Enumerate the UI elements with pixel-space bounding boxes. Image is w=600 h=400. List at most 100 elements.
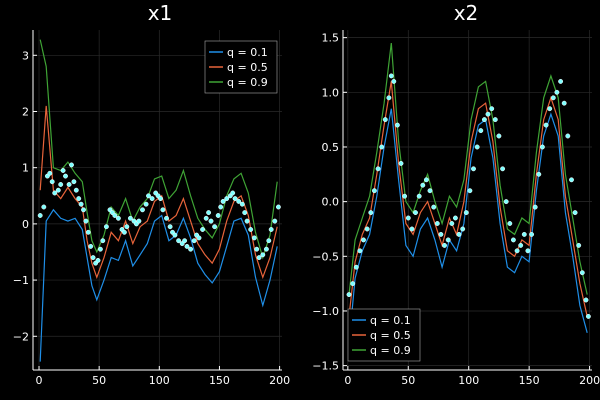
data-point <box>496 133 502 139</box>
axes-x2: 0 50 100 150 200 −1.5 −1.0 −0.5 0.0 0.5 1.0 1.5 <box>312 30 600 387</box>
x-tick-label: 0 <box>36 374 43 387</box>
data-point <box>346 292 352 298</box>
data-point <box>236 198 242 204</box>
data-point <box>37 213 43 218</box>
data-point <box>182 238 188 244</box>
data-point <box>55 187 61 193</box>
x-tick-label: 100 <box>149 374 170 387</box>
data-point <box>371 188 377 194</box>
data-point <box>275 204 281 210</box>
data-point <box>572 210 578 216</box>
data-points-x2 <box>346 73 591 319</box>
data-point <box>463 210 469 216</box>
data-point <box>409 226 415 232</box>
data-point <box>167 224 173 230</box>
legend-label-q01: q = 0.1 <box>227 46 268 59</box>
data-point <box>73 187 79 193</box>
data-point <box>196 235 202 241</box>
x-tick-label: 150 <box>519 374 540 387</box>
data-point <box>88 243 94 249</box>
data-point <box>485 111 491 117</box>
series-line-09 <box>39 39 278 260</box>
data-point <box>218 204 224 210</box>
data-point <box>547 106 553 112</box>
data-point <box>95 257 101 263</box>
data-point <box>251 235 257 241</box>
data-point <box>220 198 226 204</box>
data-point <box>467 188 473 194</box>
data-point <box>66 182 72 187</box>
data-point <box>416 193 422 199</box>
data-point <box>427 188 433 194</box>
data-point <box>489 106 495 112</box>
data-point <box>81 207 86 213</box>
data-point <box>232 196 238 202</box>
data-point <box>188 246 194 252</box>
data-point <box>514 248 520 254</box>
data-point <box>579 270 585 276</box>
x-tick-label: 200 <box>579 374 600 387</box>
data-point <box>452 215 458 221</box>
data-point <box>456 231 462 237</box>
data-point <box>230 190 236 196</box>
data-point <box>471 166 476 172</box>
data-point <box>78 201 84 207</box>
x-tick-label: 150 <box>209 374 230 387</box>
data-point <box>206 210 212 216</box>
data-point <box>521 231 527 237</box>
x-tick-label: 50 <box>92 374 106 387</box>
data-point <box>507 221 513 226</box>
y-tick-label: 1 <box>22 162 29 175</box>
y-tick-label: 0.5 <box>322 141 340 154</box>
data-point <box>585 313 591 319</box>
data-point <box>256 255 262 261</box>
data-point <box>492 117 498 123</box>
data-point <box>97 246 103 252</box>
data-points-x1 <box>37 162 281 266</box>
data-point <box>405 215 411 221</box>
data-point <box>58 182 64 187</box>
data-point <box>474 144 480 150</box>
subplot-x1: x1 0 50 100 150 200 −2 −1 0 1 2 3 q = 0.1 q = 0.5 … <box>13 1 290 387</box>
data-point <box>518 242 524 248</box>
data-point <box>160 207 166 213</box>
data-point <box>438 231 444 237</box>
data-point <box>431 204 437 210</box>
data-point <box>140 207 145 213</box>
x-tick-label: 50 <box>401 374 415 387</box>
data-point <box>239 201 245 207</box>
legend-label-q01: q = 0.1 <box>370 314 411 327</box>
data-point <box>149 196 155 202</box>
data-point <box>268 227 274 232</box>
data-point <box>69 162 74 168</box>
data-point <box>423 177 429 183</box>
legend-label-q09: q = 0.9 <box>370 344 411 357</box>
data-point <box>63 173 68 179</box>
data-point <box>112 213 118 218</box>
y-tick-label: 2 <box>22 105 29 118</box>
data-point <box>449 221 455 226</box>
data-point <box>402 193 408 199</box>
data-point <box>52 190 58 196</box>
data-point <box>172 232 178 238</box>
y-tick-label: −2 <box>13 330 29 343</box>
data-point <box>71 179 77 185</box>
data-point <box>353 264 359 270</box>
data-point <box>41 204 47 210</box>
y-tick-label: −1.0 <box>312 305 339 318</box>
y-tick-label: 0 <box>22 218 29 231</box>
data-point <box>420 182 426 188</box>
data-point <box>184 243 190 249</box>
legend-label-q05: q = 0.5 <box>370 329 411 342</box>
data-point <box>242 210 248 216</box>
data-point <box>85 229 91 235</box>
legend-label-q09: q = 0.9 <box>227 76 268 89</box>
y-tick-label: −0.5 <box>312 250 339 263</box>
legend-label-q05: q = 0.5 <box>227 61 268 74</box>
data-point <box>361 237 366 243</box>
data-point <box>254 246 260 252</box>
data-point <box>224 196 230 202</box>
series-line-01 <box>39 208 278 362</box>
x-tick-label: 200 <box>269 374 290 387</box>
